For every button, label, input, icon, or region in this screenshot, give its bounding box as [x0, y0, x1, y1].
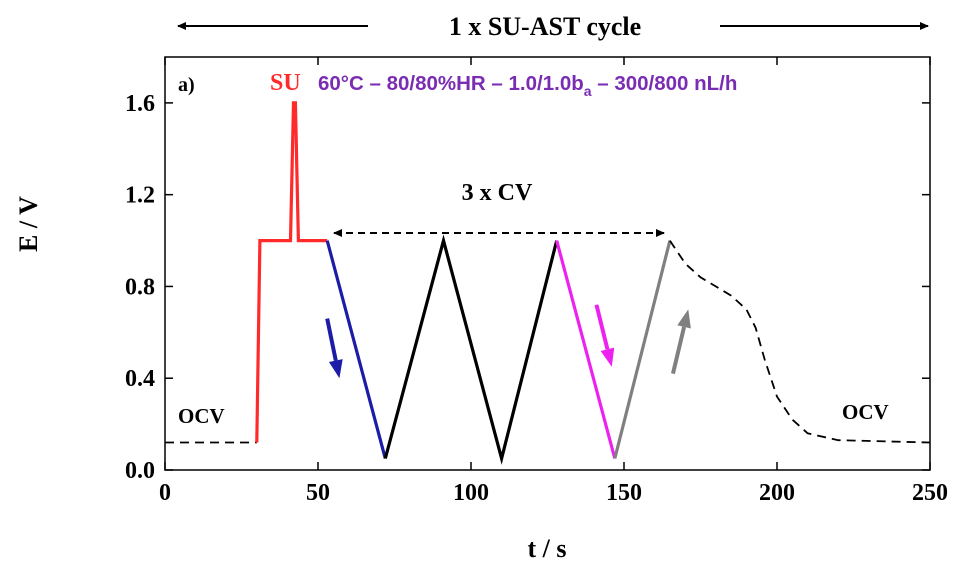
arrow-head — [600, 347, 615, 367]
ocv-right-label: OCV — [842, 400, 889, 424]
arrow-shaft — [671, 326, 687, 375]
x-tick-label: 250 — [912, 480, 948, 506]
y-tick-label: 0.0 — [125, 458, 155, 484]
arrow-annotations — [325, 304, 691, 379]
y-tick-label: 1.6 — [125, 91, 155, 117]
series-cv-up-3 — [613, 240, 672, 459]
panel-label: a) — [178, 74, 195, 96]
series-cv-down-3 — [555, 240, 617, 459]
cv-label: 3 x CV — [462, 180, 533, 206]
arrow-shaft — [594, 304, 610, 350]
y-axis-label: E / V — [14, 196, 43, 252]
x-tick-label: 150 — [606, 480, 642, 506]
series-cv-down-1 — [325, 240, 387, 459]
plot-frame — [164, 56, 931, 471]
conditions-part2: – 300/800 nL/h — [592, 72, 738, 95]
x-tick-label: 50 — [306, 480, 330, 506]
conditions-part1: 60°C – 80/80%HR – 1.0/1.0b — [318, 72, 584, 95]
conditions-label: 60°C – 80/80%HR – 1.0/1.0ba – 300/800 nL… — [318, 72, 737, 99]
header-title: 1 x SU-AST cycle — [449, 12, 641, 41]
y-tick-label: 1.2 — [125, 183, 155, 209]
series-cv-middle — [383, 234, 559, 465]
arrow-head — [328, 359, 343, 379]
arrow-head — [677, 309, 691, 329]
series-su — [255, 101, 328, 443]
series-ocv-end — [669, 240, 931, 444]
su-label: SU — [270, 70, 301, 96]
y-tick-label: 0.4 — [125, 366, 155, 392]
series-group — [165, 101, 931, 465]
x-tick-label: 0 — [159, 480, 171, 506]
y-tick-label: 0.8 — [125, 274, 155, 300]
ticks: 0 50 100 150 200 250 0.0 0.4 0.8 1.2 1.6 — [125, 57, 948, 506]
ocv-left-label: OCV — [178, 404, 225, 428]
x-tick-label: 100 — [453, 480, 489, 506]
x-axis-label: t / s — [528, 534, 567, 563]
x-tick-label: 200 — [759, 480, 795, 506]
arrow-shaft — [325, 318, 338, 361]
conditions-sub: a — [584, 83, 592, 99]
